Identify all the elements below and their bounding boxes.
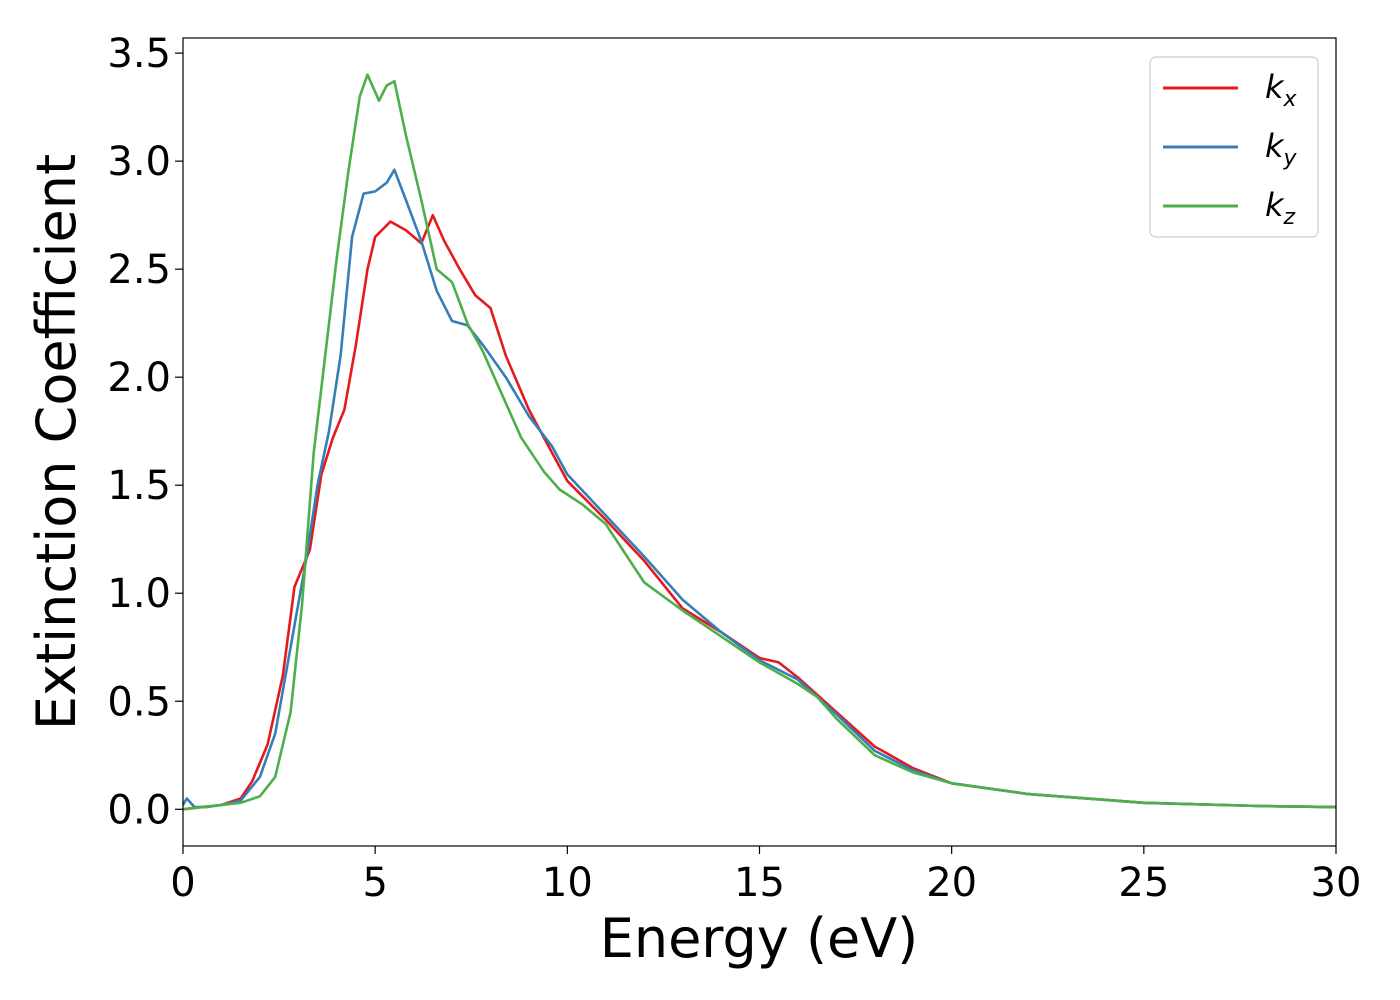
x-tick-label: 0 — [170, 860, 195, 906]
y-tick-label: 1.0 — [107, 571, 171, 617]
x-tick-label: 25 — [1118, 860, 1169, 906]
legend: kx ky kz — [1149, 56, 1319, 238]
series-line-kx — [182, 213, 1337, 811]
x-tick-label: 5 — [362, 860, 387, 906]
x-tick-label: 10 — [542, 860, 593, 906]
y-tick-label: 0.0 — [107, 787, 171, 833]
y-tick-label: 3.5 — [107, 31, 171, 77]
y-tick-label: 1.5 — [107, 463, 171, 509]
y-tick-label: 0.5 — [107, 679, 171, 725]
y-tick-label: 2.0 — [107, 355, 171, 401]
legend-label-ky: ky — [1265, 127, 1298, 171]
x-axis-title: Energy (eV) — [600, 907, 919, 970]
y-tick-label: 3.0 — [107, 139, 171, 185]
series-line-ky — [181, 168, 1337, 809]
x-tick-label: 15 — [734, 860, 785, 906]
x-tick-label: 20 — [926, 860, 977, 906]
axis-ticks: 0 5 10 15 20 25 30 0.0 0.5 1.0 1.5 2.0 2.5 3.0 3.5 — [107, 31, 1361, 906]
x-tick-label: 30 — [1311, 860, 1362, 906]
y-tick-label: 2.5 — [107, 247, 171, 293]
legend-label-kz: kz — [1265, 186, 1296, 230]
legend-label-kx: kx — [1265, 68, 1298, 112]
series-line-kz — [182, 73, 1337, 811]
y-axis-title: Extinction Coefficient — [25, 154, 88, 730]
